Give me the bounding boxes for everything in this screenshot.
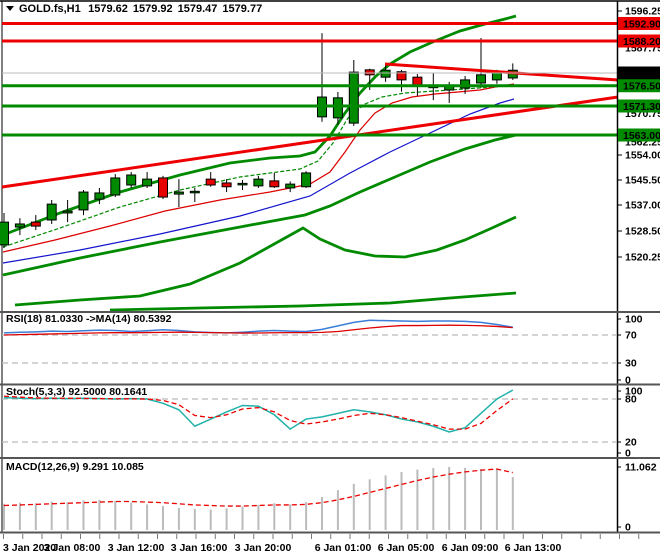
macd-tick: 0: [625, 522, 631, 534]
rsi-indicator-label: RSI(18) 81.0330 ->MA(14) 80.5392: [6, 313, 172, 325]
time-axis-label: 6 Jan 13:00: [505, 542, 562, 554]
candle: [332, 91, 343, 125]
ma-slow-line: [2, 98, 515, 264]
candle: [205, 172, 216, 187]
svg-text:1579.77: 1579.77: [623, 68, 660, 80]
candle: [476, 38, 486, 88]
candle: [30, 215, 41, 231]
time-axis-label: 3 Jan 08:00: [44, 542, 101, 554]
stochastic-tick: 100: [625, 386, 643, 398]
candle: [221, 179, 232, 193]
candle: [158, 175, 168, 200]
svg-text:1588.20: 1588.20: [623, 36, 660, 48]
candle: [269, 172, 280, 188]
stoch-d-line: [3, 395, 514, 430]
candle: [301, 171, 312, 188]
band-upper: [2, 14, 517, 237]
candle: [142, 172, 153, 188]
macd-histogram: [3, 467, 514, 530]
trendline-0[interactable]: [1, 95, 619, 189]
candle: [62, 200, 73, 223]
rsi-line: [3, 319, 513, 334]
svg-text:1571.30: 1571.30: [623, 101, 660, 113]
y-axis-tick: 1528.50: [625, 226, 660, 238]
symbol-dropdown-icon[interactable]: [6, 6, 14, 11]
candle: [94, 187, 105, 205]
time-axis-label: 3 Jan 20:00: [235, 542, 292, 554]
candle: [348, 59, 359, 126]
candle: [285, 181, 296, 193]
candle: [253, 175, 264, 188]
price-badge-1579.77: 1579.77: [618, 66, 660, 80]
price-badge-1563.00: 1563.00: [618, 128, 660, 142]
trendline-1[interactable]: [384, 62, 619, 82]
stochastic-tick: 80: [625, 394, 637, 406]
price-badge-1592.90: 1592.90: [618, 16, 660, 30]
svg-text:1576.50: 1576.50: [623, 81, 660, 93]
candles: [0, 33, 518, 249]
svg-text:1592.90: 1592.90: [623, 18, 660, 30]
stochastic-tick: 0: [625, 448, 631, 460]
ma-mid-line: [2, 83, 515, 253]
stochastic-indicator-label: Stoch(5,3,3) 92.5000 80.1641: [6, 386, 147, 398]
y-axis-tick: 1596.25: [625, 6, 660, 18]
time-axis-label: 6 Jan 01:00: [315, 542, 372, 554]
page-title: GOLD.fs,H1 1579.62 1579.92 1579.47 1579.77: [19, 3, 262, 15]
y-axis-tick: 1554.00: [625, 150, 660, 162]
time-axis-label: 3 Jan 16:00: [171, 542, 228, 554]
macd-indicator-label: MACD(12,26,9) 9.291 10.085: [6, 461, 144, 473]
y-axis-tick: 1537.00: [625, 200, 660, 212]
chart-title: GOLD.fs,H1 1579.62 1579.92 1579.47 1579.77: [6, 3, 262, 15]
candle: [78, 190, 89, 216]
rsi-tick: 0: [625, 375, 631, 387]
candle: [46, 200, 57, 224]
band2-lower: [14, 215, 517, 307]
time-axis-label: 6 Jan 05:00: [378, 542, 435, 554]
rsi-ma-line: [3, 324, 513, 336]
time-axis-label: 3 Jan 2020: [3, 542, 56, 554]
candle: [173, 179, 184, 208]
time-axis-label: 3 Jan 12:00: [108, 542, 165, 554]
macd-signal-line: [3, 468, 513, 507]
candle: [126, 172, 137, 188]
rsi-tick: 30: [625, 358, 637, 370]
price-badge-1576.50: 1576.50: [618, 79, 660, 93]
band-lower: [2, 133, 517, 277]
candle: [110, 174, 121, 198]
y-axis-tick: 1545.50: [625, 175, 660, 187]
rsi-tick: 70: [625, 330, 637, 342]
candle: [189, 187, 200, 203]
macd-tick: 11.062: [625, 462, 657, 474]
price-badge-1588.20: 1588.20: [618, 34, 660, 48]
price-badge-1571.30: 1571.30: [618, 99, 660, 113]
band3-lower: [109, 291, 517, 312]
stochastic-tick: 20: [625, 437, 637, 449]
price-axis: 1596.25 1554.00 1545.50 1537.00 1528.50 1520.…: [617, 6, 660, 264]
y-axis-tick: 1520.25: [625, 252, 660, 264]
candle: [237, 180, 248, 190]
candle: [0, 212, 9, 249]
candle: [14, 218, 25, 236]
rsi-tick: 100: [625, 314, 643, 326]
svg-text:1563.00: 1563.00: [623, 130, 660, 142]
time-axis-label: 6 Jan 09:00: [442, 542, 499, 554]
